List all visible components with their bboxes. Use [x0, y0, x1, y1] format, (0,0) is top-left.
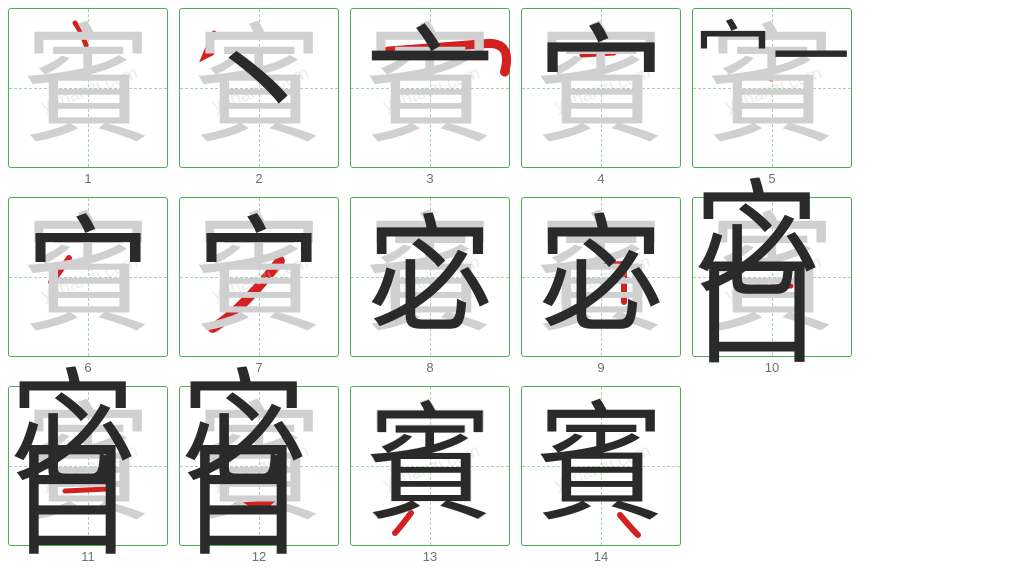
step-number: 9 [597, 360, 604, 375]
char-wrap: 賓賓 [351, 387, 509, 545]
stroke-step: 賓賓yohanzi.com 13 [350, 386, 510, 564]
stroke-step: 賓賓yohanzi.com 14 [521, 386, 681, 564]
progress-character: 丶 [194, 23, 324, 153]
stroke-step: 賓宀yohanzi.com6 [8, 197, 168, 375]
stroke-cell: 賓yohanzi.com [8, 8, 168, 168]
char-wrap: 賓賓 [522, 387, 680, 545]
stroke-step: 賓宀yohanzi.com7 [179, 197, 339, 375]
stroke-step: 賓宀yohanzi.com 4 [521, 8, 681, 186]
step-number: 14 [594, 549, 608, 564]
stroke-cell: 賓宀yohanzi.com [521, 8, 681, 168]
char-wrap: 賓宓目 [9, 387, 167, 545]
stroke-step: 賓宓目yohanzi.com 12 [179, 386, 339, 564]
step-number: 12 [252, 549, 266, 564]
stroke-step: 賓亠yohanzi.com 3 [350, 8, 510, 186]
stroke-cell: 賓宀yohanzi.com [179, 197, 339, 357]
progress-character: 宓 [366, 242, 493, 312]
char-wrap: 賓宓 [351, 198, 509, 356]
char-wrap: 賓宓口 [693, 198, 851, 356]
progress-character: 宓目 [180, 396, 338, 536]
char-wrap: 賓宓目 [180, 387, 338, 545]
step-number: 11 [81, 549, 95, 564]
step-number: 3 [426, 171, 433, 186]
stroke-cell: 賓宓口yohanzi.com [692, 197, 852, 357]
char-wrap: 賓宀 [522, 9, 680, 167]
char-wrap: 賓宀一 [693, 9, 851, 167]
stroke-cell: 賓賓yohanzi.com [521, 386, 681, 546]
progress-character: 亠 [365, 23, 495, 153]
stroke-cell: 賓宓yohanzi.com [521, 197, 681, 357]
step-number: 8 [426, 360, 433, 375]
progress-character: 宓 [537, 242, 664, 312]
stroke-cell: 賓宀一yohanzi.com [692, 8, 852, 168]
progress-character: 宀 [24, 242, 151, 312]
char-wrap: 賓丶 [180, 9, 338, 167]
stroke-step: 賓yohanzi.com 1 [8, 8, 168, 186]
char-wrap: 賓宓 [522, 198, 680, 356]
progress-character: 宀 [536, 23, 666, 153]
stroke-cell: 賓賓yohanzi.com [350, 386, 510, 546]
stroke-step: 賓宓目yohanzi.com 11 [8, 386, 168, 564]
step-number: 13 [423, 549, 437, 564]
stroke-step: 賓宓yohanzi.com 9 [521, 197, 681, 375]
stroke-step: 賓丶yohanzi.com 2 [179, 8, 339, 186]
char-wrap: 賓 [9, 9, 167, 167]
stroke-cell: 賓亠yohanzi.com [350, 8, 510, 168]
progress-character: 賓 [536, 401, 666, 531]
stroke-cell: 賓宓yohanzi.com [350, 197, 510, 357]
progress-character: 宀 [195, 242, 322, 312]
char-wrap: 賓亠 [351, 9, 509, 167]
char-wrap: 賓宀 [9, 198, 167, 356]
progress-character: 宀一 [694, 19, 850, 97]
stroke-cell: 賓丶yohanzi.com [179, 8, 339, 168]
stroke-step: 賓宓yohanzi.com 8 [350, 197, 510, 375]
base-character: 賓 [23, 23, 153, 153]
stroke-cell: 賓宀yohanzi.com [8, 197, 168, 357]
stroke-order-grid: 賓yohanzi.com 1 賓丶yohanzi.com 2 賓亠yohanzi.com… [0, 0, 1024, 572]
stroke-step: 賓宀一yohanzi.com5 [692, 8, 852, 186]
progress-character: 宓口 [693, 207, 851, 347]
char-wrap: 賓宀 [180, 198, 338, 356]
stroke-step: 賓宓口yohanzi.com10 [692, 197, 852, 375]
step-number: 4 [597, 171, 604, 186]
stroke-cell: 賓宓目yohanzi.com [179, 386, 339, 546]
stroke-cell: 賓宓目yohanzi.com [8, 386, 168, 546]
progress-character: 宓目 [9, 396, 167, 536]
progress-character: 賓 [366, 402, 493, 529]
step-number: 1 [84, 171, 91, 186]
step-number: 2 [255, 171, 262, 186]
